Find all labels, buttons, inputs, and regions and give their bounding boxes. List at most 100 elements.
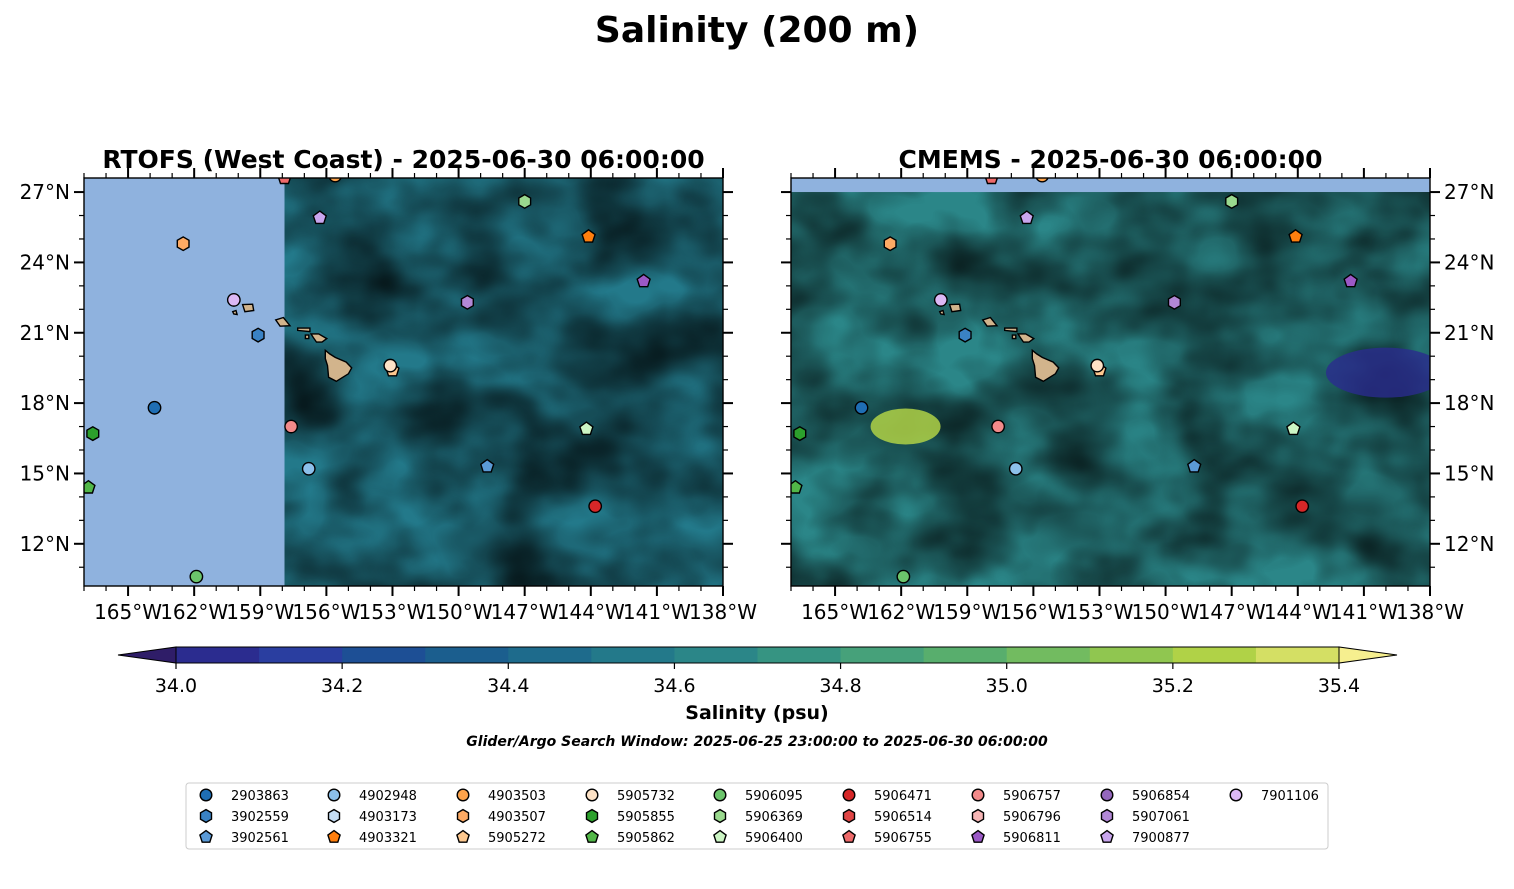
float-7901106 <box>933 293 948 307</box>
legend-marker-3902559 <box>199 808 213 824</box>
map-panels: RTOFS (West Coast) - 2025-06-30 06:00:00… <box>20 145 1495 624</box>
float-5907061 <box>1167 294 1182 310</box>
legend-marker-5905732 <box>585 788 599 802</box>
legend-entry: 5906514 <box>874 810 932 825</box>
x-tick-label: 141°W <box>1330 600 1398 624</box>
colorbar-tick-label: 35.2 <box>1152 675 1194 697</box>
float-7901106 <box>226 293 241 307</box>
legend-entry: 2903863 <box>231 789 289 804</box>
float-5905862 <box>791 479 803 494</box>
legend-marker-4903503 <box>456 788 470 802</box>
y-tick-label: 24°N <box>20 250 70 274</box>
legend-marker-5906471 <box>842 788 856 802</box>
island-landmass <box>1011 334 1017 340</box>
float-5906755 <box>277 178 292 185</box>
x-tick-label: 144°W <box>1264 600 1332 624</box>
legend-entry: 5906796 <box>1003 810 1061 825</box>
y-tick-label: 18°N <box>20 391 70 415</box>
legend-marker-4903173 <box>327 808 341 824</box>
legend-marker-7901106 <box>1229 788 1243 802</box>
colorbar-segment <box>342 647 426 663</box>
salinity-texture-low <box>791 192 1430 586</box>
x-tick-label: 147°W <box>491 600 559 624</box>
colorbar-segment <box>757 647 842 663</box>
float-5905855 <box>86 425 100 442</box>
legend-entry: 4903321 <box>359 831 417 846</box>
y-tick-label: 21°N <box>1444 321 1494 345</box>
float-5906811 <box>636 273 651 288</box>
axis-ticks <box>781 168 1440 596</box>
legend-entry: 5905732 <box>617 789 675 804</box>
island-landmass <box>938 309 946 316</box>
float-4903321 <box>581 228 596 243</box>
figure-title: Salinity (200 m) <box>595 10 919 51</box>
legend-entry: 5906757 <box>1003 789 1061 804</box>
legend-marker-5906757 <box>971 788 985 802</box>
x-tick-label: 165°W <box>94 600 162 624</box>
colorbar-segment <box>425 647 509 663</box>
x-tick-label: 159°W <box>933 600 1001 624</box>
legend-entry: 5906471 <box>874 789 932 804</box>
island-landmass <box>1016 333 1036 343</box>
float-3902561 <box>1186 458 1202 473</box>
float-3902561 <box>479 458 495 473</box>
x-tick-label: 156°W <box>999 600 1067 624</box>
legend-entry: 3902559 <box>231 810 289 825</box>
float-2903863 <box>854 400 869 415</box>
map-panel-1: RTOFS (West Coast) - 2025-06-30 06:00:00… <box>20 145 758 624</box>
colorbar-segment <box>674 647 758 663</box>
low-salinity-core <box>1325 347 1430 398</box>
colorbar-label: Salinity (psu) <box>685 702 828 724</box>
legend-entry: 5905855 <box>617 810 675 825</box>
float-5906757 <box>991 419 1006 434</box>
legend-marker-5907061 <box>1100 808 1114 824</box>
float-4903507 <box>176 236 190 252</box>
float-5905862 <box>84 479 96 494</box>
float-5906811 <box>1343 273 1358 288</box>
x-tick-label: 162°W <box>867 600 935 624</box>
colorbar-tick-label: 34.0 <box>155 675 197 697</box>
float-5905732 <box>1090 358 1105 373</box>
colorbar-segment <box>923 647 1008 663</box>
x-tick-label: 144°W <box>557 600 625 624</box>
x-tick-label: 153°W <box>1066 600 1134 624</box>
y-tick-label: 15°N <box>20 461 70 485</box>
island-landmass <box>297 327 311 333</box>
legend-marker-5906796 <box>971 808 985 824</box>
colorbar-extend-low <box>117 646 177 664</box>
legend-marker-4903321 <box>327 829 341 843</box>
island-landmass <box>304 334 310 340</box>
colorbar-segment <box>508 647 592 663</box>
legend-marker-7900877 <box>1100 829 1114 843</box>
float-5906369 <box>518 193 532 210</box>
colorbar-tick-label: 35.0 <box>986 675 1028 697</box>
float-5906471 <box>588 499 603 514</box>
legend-marker-5905272 <box>456 829 470 843</box>
float-3902559 <box>958 327 972 343</box>
float-7900877 <box>1019 210 1035 225</box>
colorbar: 34.0 34.2 34.4 34.6 34.8 35.0 35.2 35.4 Salinity… <box>117 646 1398 724</box>
legend-entry: 5907061 <box>1132 810 1190 825</box>
y-tick-label: 12°N <box>20 532 70 556</box>
legend-marker-5906095 <box>713 788 727 802</box>
panel-frame <box>83 177 724 587</box>
colorbar-segment <box>1255 647 1340 663</box>
x-tick-label: 150°W <box>1132 600 1200 624</box>
x-tick-label: 150°W <box>425 600 493 624</box>
legend-marker-5905855 <box>585 808 599 824</box>
float-4902948 <box>1008 461 1023 476</box>
legend-marker-5905862 <box>585 829 599 843</box>
legend-entry: 5906755 <box>874 831 932 846</box>
island-landmass <box>1031 348 1060 383</box>
legend-marker-3902561 <box>199 829 213 843</box>
x-tick-label: 159°W <box>226 600 294 624</box>
legend-entry: 4903507 <box>488 810 546 825</box>
y-tick-label: 24°N <box>1444 250 1494 274</box>
colorbar-segment <box>1172 647 1257 663</box>
float-4903503 <box>1035 178 1049 183</box>
legend-marker-5906514 <box>842 808 856 824</box>
legend-entry: 5906811 <box>1003 831 1061 846</box>
legend-marker-4902948 <box>327 788 341 802</box>
panel-title: CMEMS - 2025-06-30 06:00:00 <box>899 145 1323 174</box>
